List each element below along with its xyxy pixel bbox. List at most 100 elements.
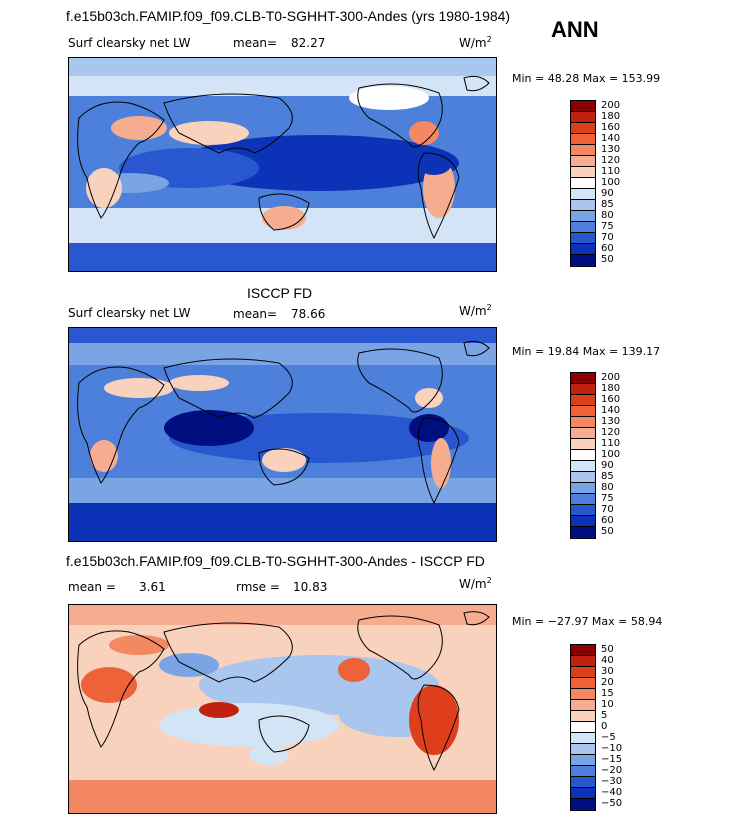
panel1-map	[68, 57, 497, 272]
colorbar-tick-label: 75	[601, 492, 614, 504]
panel3-rmse-value: 10.83	[293, 580, 328, 594]
colorbar-swatch	[571, 472, 595, 483]
colorbar-swatch	[571, 722, 595, 733]
colorbar-tick-label: −30	[601, 775, 623, 787]
colorbar-tick-label: 90	[601, 187, 614, 199]
colorbar-swatch	[571, 233, 595, 244]
colorbar-tick-label: 160	[601, 393, 621, 405]
colorbar-tick-label: 160	[601, 121, 621, 133]
colorbar-swatch	[571, 766, 595, 777]
colorbar-tick-label: 120	[601, 154, 621, 166]
panel1-units: W/m2	[459, 35, 492, 50]
colorbar-tick-label: −5	[601, 731, 616, 743]
colorbar-swatch	[571, 200, 595, 211]
colorbar-tick-label: 200	[601, 99, 621, 111]
panel2-minmax: Min = 19.84 Max = 139.17	[512, 345, 661, 358]
panel1-map-field	[69, 58, 496, 271]
colorbar-tick-label: 15	[601, 687, 614, 699]
panel1-mean-label: mean=	[233, 36, 278, 50]
colorbar-tick-label: 90	[601, 459, 614, 471]
colorbar-tick-label: 40	[601, 654, 614, 666]
panel3-minmax: Min = −27.97 Max = 58.94	[512, 615, 663, 628]
colorbar-swatch	[571, 373, 595, 384]
colorbar-swatch	[571, 101, 595, 112]
colorbar-swatch	[571, 156, 595, 167]
colorbar-tick-label: 20	[601, 676, 614, 688]
colorbar-swatch	[571, 700, 595, 711]
colorbar-tick-label: 60	[601, 242, 614, 254]
colorbar-swatch	[571, 255, 595, 266]
colorbar-tick-label: 75	[601, 220, 614, 232]
panel2-field-label: Surf clearsky net LW	[68, 306, 191, 320]
colorbar-tick-label: 110	[601, 437, 621, 449]
panel2-colorbar	[570, 372, 596, 539]
colorbar-tick-label: 60	[601, 514, 614, 526]
panel2-map-field	[69, 328, 496, 541]
colorbar-tick-label: −10	[601, 742, 623, 754]
colorbar-swatch	[571, 788, 595, 799]
colorbar-swatch	[571, 450, 595, 461]
colorbar-swatch	[571, 777, 595, 788]
colorbar-swatch	[571, 755, 595, 766]
colorbar-swatch	[571, 516, 595, 527]
colorbar-tick-label: 200	[601, 371, 621, 383]
colorbar-swatch	[571, 799, 595, 810]
colorbar-swatch	[571, 189, 595, 200]
colorbar-tick-label: 70	[601, 231, 614, 243]
panel3-colorbar	[570, 644, 596, 811]
colorbar-tick-label: 130	[601, 143, 621, 155]
colorbar-tick-label: 50	[601, 253, 614, 265]
colorbar-swatch	[571, 145, 595, 156]
colorbar-tick-label: −15	[601, 753, 623, 765]
panel3-map	[68, 604, 497, 814]
colorbar-tick-label: 140	[601, 132, 621, 144]
colorbar-swatch	[571, 134, 595, 145]
colorbar-swatch	[571, 123, 595, 134]
colorbar-swatch	[571, 733, 595, 744]
colorbar-swatch	[571, 211, 595, 222]
colorbar-tick-label: 130	[601, 415, 621, 427]
colorbar-swatch	[571, 711, 595, 722]
colorbar-swatch	[571, 667, 595, 678]
colorbar-tick-label: 80	[601, 209, 614, 221]
colorbar-swatch	[571, 505, 595, 516]
colorbar-tick-label: 140	[601, 404, 621, 416]
colorbar-tick-label: 10	[601, 698, 614, 710]
colorbar-tick-label: 5	[601, 709, 608, 721]
panel1-minmax: Min = 48.28 Max = 153.99	[512, 72, 661, 85]
panel1-colorbar	[570, 100, 596, 267]
colorbar-swatch	[571, 689, 595, 700]
panel3-heading: f.e15b03ch.FAMIP.f09_f09.CLB-T0-SGHHT-30…	[66, 553, 485, 569]
colorbar-tick-label: 180	[601, 382, 621, 394]
colorbar-tick-label: 85	[601, 470, 614, 482]
colorbar-swatch	[571, 417, 595, 428]
panel2-units: W/m2	[459, 303, 492, 318]
colorbar-swatch	[571, 178, 595, 189]
panel3-units: W/m2	[459, 576, 492, 591]
colorbar-tick-label: 50	[601, 525, 614, 537]
panel2-map	[68, 327, 497, 542]
colorbar-tick-label: 120	[601, 426, 621, 438]
colorbar-tick-label: 180	[601, 110, 621, 122]
colorbar-tick-label: 80	[601, 481, 614, 493]
colorbar-tick-label: 100	[601, 448, 621, 460]
panel1-field-label: Surf clearsky net LW	[68, 36, 191, 50]
colorbar-swatch	[571, 656, 595, 667]
colorbar-swatch	[571, 428, 595, 439]
colorbar-swatch	[571, 678, 595, 689]
colorbar-tick-label: 30	[601, 665, 614, 677]
colorbar-tick-label: 0	[601, 720, 608, 732]
panel3-mean-label: mean =	[68, 580, 116, 594]
colorbar-swatch	[571, 744, 595, 755]
colorbar-swatch	[571, 112, 595, 123]
colorbar-swatch	[571, 244, 595, 255]
season-label: ANN	[551, 17, 599, 42]
colorbar-swatch	[571, 645, 595, 656]
colorbar-swatch	[571, 483, 595, 494]
colorbar-tick-label: 85	[601, 198, 614, 210]
colorbar-swatch	[571, 406, 595, 417]
panel3-mean-value: 3.61	[139, 580, 166, 594]
colorbar-swatch	[571, 395, 595, 406]
colorbar-swatch	[571, 494, 595, 505]
colorbar-swatch	[571, 439, 595, 450]
